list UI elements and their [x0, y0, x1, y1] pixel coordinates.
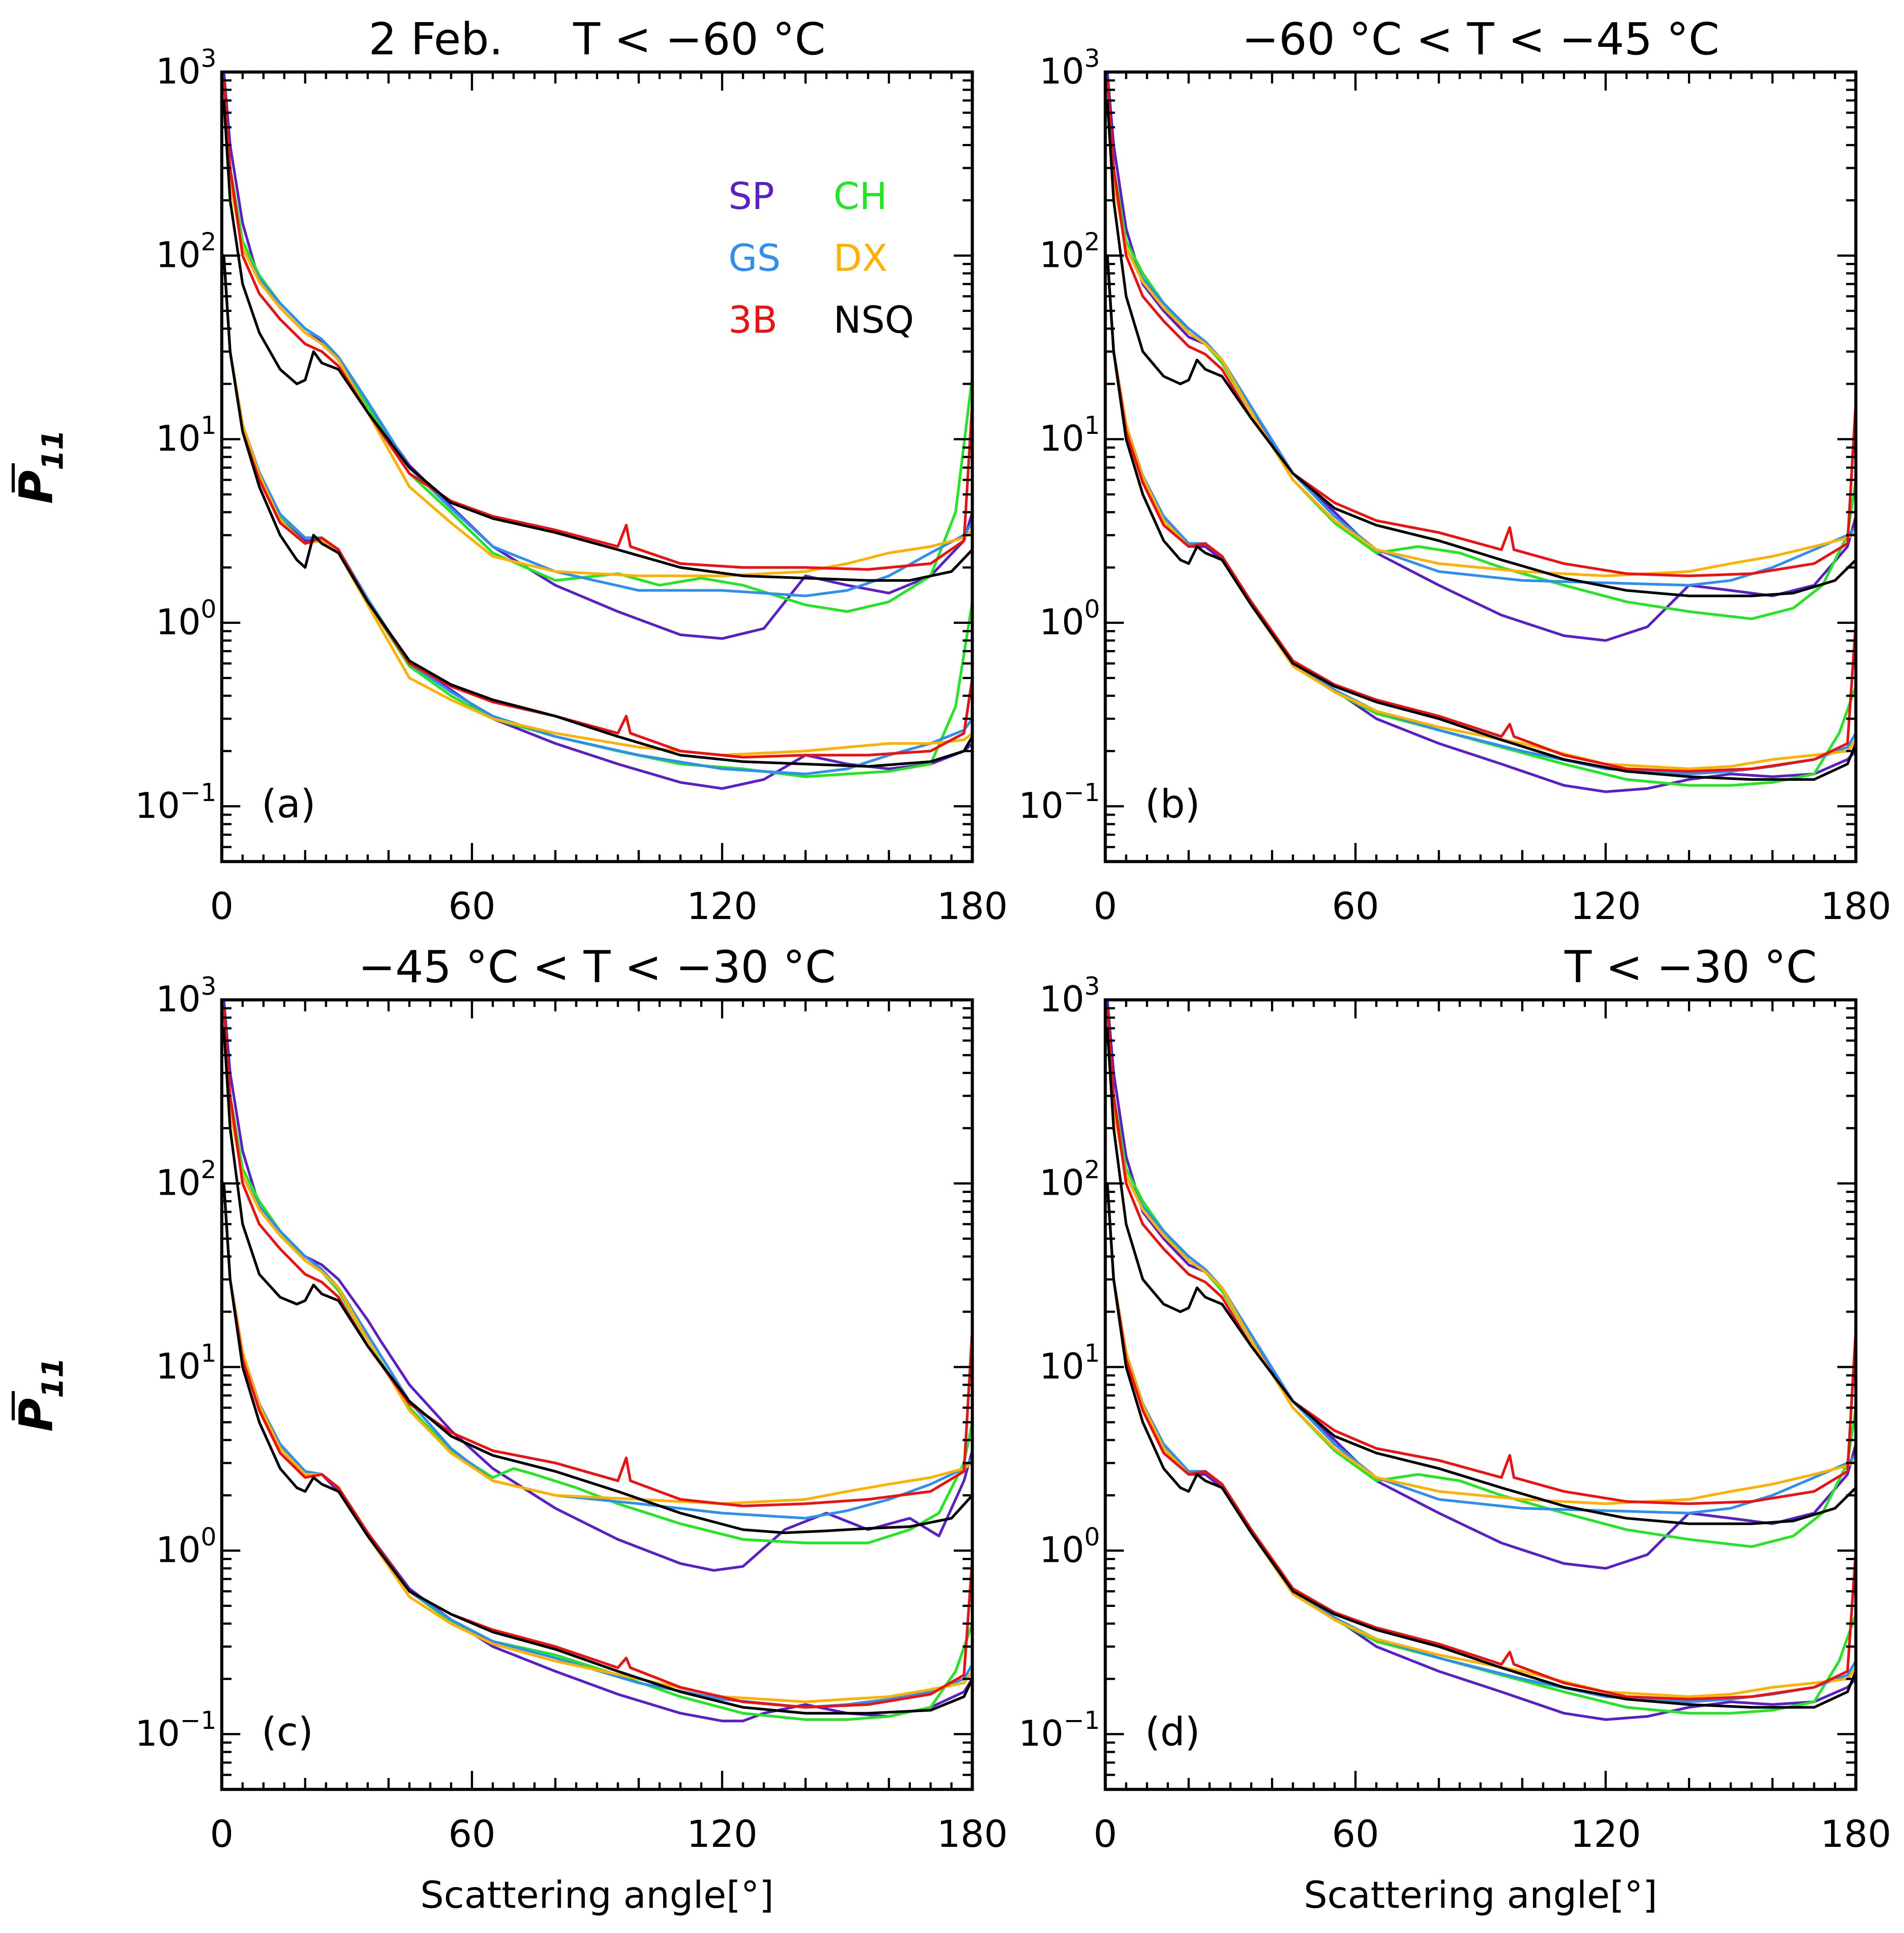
y-tick-label: 102: [156, 1155, 216, 1203]
x-axis-label: Scattering angle[°]: [1304, 1873, 1657, 1917]
series-nsq-upper: [1106, 99, 1856, 597]
x-tick-label: 0: [210, 1812, 233, 1856]
x-tick-label: 60: [1332, 885, 1379, 928]
series-3b-upper: [222, 1007, 972, 1508]
x-tick-label: 0: [1093, 1812, 1117, 1856]
legend-entry-gs: GS: [728, 236, 781, 280]
panel-c: 10−1 100 101 102 103 0 60 120 180 −45 °C < T < −3…: [9, 941, 1008, 1917]
series-dx-lower: [1106, 254, 1856, 771]
panel-label: (d): [1145, 1709, 1200, 1755]
plot-area: [222, 72, 972, 790]
plot-area: [222, 1000, 972, 1723]
legend-entry-dx: DX: [834, 236, 888, 280]
panel-title: −45 °C < T < −30 °C: [358, 941, 836, 993]
y-tick-label: 100: [1039, 595, 1100, 642]
series-dx-lower: [1106, 1182, 1856, 1698]
y-tick-label: 101: [1039, 411, 1100, 459]
panel-b: 10−1 100 101 102 103 0 60 120 180 −60 °C < T < −4…: [1019, 13, 1892, 928]
y-tick-label: 10−1: [1019, 779, 1100, 826]
y-tick-label: 102: [1039, 1155, 1100, 1203]
x-tick-label: 60: [448, 885, 496, 928]
x-tick-label: 0: [1093, 885, 1117, 928]
series-3b-lower: [222, 1182, 972, 1709]
legend-entry-nsq: NSQ: [834, 298, 914, 342]
series-nsq-upper: [222, 99, 972, 582]
series-dx-upper: [222, 1027, 972, 1505]
x-tick-label: 180: [937, 1812, 1008, 1856]
x-tick-label: 120: [687, 885, 757, 928]
series-3b-lower: [1106, 254, 1856, 773]
x-tick-label: 180: [1821, 1812, 1891, 1856]
y-tick-label: 10−1: [135, 1706, 216, 1754]
y-tick-label: 100: [156, 595, 216, 642]
y-tick-label: 102: [1039, 228, 1100, 275]
x-tick-label: 120: [1570, 1812, 1641, 1856]
y-axis-label-text: P11: [9, 1357, 70, 1432]
panel-label: (a): [262, 781, 316, 827]
y-tick-label: 101: [1039, 1339, 1100, 1387]
y-tick-label: 103: [156, 972, 216, 1020]
panel-title: −60 °C < T < −45 °C: [1242, 13, 1719, 65]
series-gs-lower: [222, 254, 972, 775]
panel-a: 10−1 100 101 102 103 0 60 120 180 2 Feb. T < −60 …: [9, 13, 1008, 928]
legend-entry-ch: CH: [834, 175, 888, 218]
series-dx-upper: [222, 99, 972, 577]
series-nsq-upper: [222, 1027, 972, 1534]
x-tick-label: 120: [687, 1812, 757, 1856]
y-tick-label: 101: [156, 411, 216, 459]
x-tick-label: 180: [1821, 885, 1891, 928]
y-tick-label: 103: [1039, 972, 1100, 1020]
y-axis-label-text: P11: [9, 429, 70, 504]
legend: SP CH GS DX 3B NSQ: [728, 175, 914, 342]
y-axis-label: P11: [9, 1357, 70, 1432]
y-axis-label: P11: [9, 429, 70, 504]
y-tick-label: 100: [1039, 1523, 1100, 1570]
x-tick-label: 180: [937, 885, 1008, 928]
series-dx-lower: [222, 254, 972, 757]
y-tick-label: 101: [156, 1339, 216, 1387]
series-dx-upper: [1106, 1027, 1856, 1505]
series-nsq-lower: [1106, 1182, 1856, 1709]
x-axis-label: Scattering angle[°]: [420, 1873, 774, 1917]
series-3b-upper: [1106, 1007, 1856, 1505]
y-tick-label: 10−1: [1019, 1706, 1100, 1754]
series-3b-upper: [222, 79, 972, 571]
series-3b-lower: [1106, 1182, 1856, 1701]
series-nsq-lower: [222, 254, 972, 768]
series-dx-lower: [222, 1182, 972, 1703]
series-gs-upper: [222, 1027, 972, 1520]
y-tick-label: 103: [156, 44, 216, 92]
legend-entry-sp: SP: [728, 175, 774, 218]
y-tick-label: 100: [156, 1523, 216, 1570]
panel-label: (b): [1145, 781, 1200, 827]
series-nsq-lower: [222, 1182, 972, 1715]
x-tick-label: 120: [1570, 885, 1641, 928]
y-tick-label: 10−1: [135, 779, 216, 826]
series-3b-upper: [1106, 79, 1856, 577]
series-nsq-lower: [1106, 254, 1856, 781]
plot-area: [1106, 72, 1856, 793]
x-tick-label: 0: [210, 885, 233, 928]
panel-label: (c): [262, 1709, 313, 1755]
panel-d: 10−1 100 101 102 103 0 60 120 180 T < −30 °C (d) Sc…: [1019, 941, 1892, 1917]
plot-area: [1106, 1000, 1856, 1721]
series-dx-upper: [1106, 99, 1856, 577]
series-nsq-upper: [1106, 1027, 1856, 1525]
legend-entry-3b: 3B: [728, 298, 778, 342]
x-tick-label: 60: [448, 1812, 496, 1856]
panel-title: 2 Feb. T < −60 °C: [368, 13, 825, 65]
series-3b-lower: [222, 254, 972, 759]
y-tick-label: 103: [1039, 44, 1100, 92]
panel-title: T < −30 °C: [1564, 941, 1817, 993]
x-tick-label: 60: [1332, 1812, 1379, 1856]
y-tick-label: 102: [156, 228, 216, 275]
